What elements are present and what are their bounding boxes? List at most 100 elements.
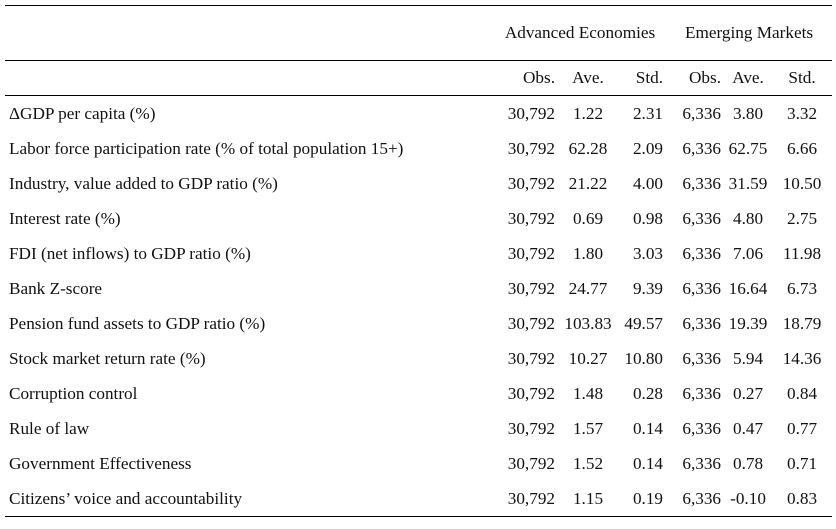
adv-std-cell: 0.19 — [617, 481, 667, 517]
adv-std-cell: 9.39 — [632, 278, 664, 298]
row-label: Bank Z-score — [9, 278, 103, 298]
em-obs-cell: 6,336 — [682, 453, 722, 473]
em-ave-cell: -0.10 — [724, 481, 773, 517]
table-row: ΔGDP per capita (%) 30,792 1.22 2.31 6,3… — [5, 95, 833, 131]
adv-std-cell: 0.14 — [632, 418, 664, 438]
em-obs-cell: 6,336 — [682, 418, 722, 438]
em-std-cell: 6.66 — [786, 138, 818, 158]
adv-obs-cell: 30,792 — [507, 243, 555, 263]
row-label: Rule of law — [9, 418, 90, 438]
column-header-blank — [5, 60, 494, 96]
adv-obs-cell: 30,792 — [507, 418, 555, 438]
row-label: Government Effectiveness — [9, 453, 192, 473]
em-obs-cell: 6,336 — [682, 278, 722, 298]
summary-statistics-table-wrapper: Advanced Economies Emerging Markets Obs.… — [5, 5, 833, 517]
row-label: Citizens’ voice and accountability — [5, 481, 494, 517]
em-obs-cell: 6,336 — [682, 138, 722, 158]
em-std-cell: 2.75 — [786, 208, 818, 228]
em-obs-cell: 6,336 — [666, 95, 725, 131]
summary-statistics-table: Advanced Economies Emerging Markets Obs.… — [5, 5, 833, 517]
adv-ave-cell: 103.83 — [564, 313, 612, 333]
adv-ave-cell: 1.48 — [572, 383, 604, 403]
em-ave-cell: 0.78 — [732, 453, 764, 473]
em-ave-cell: 0.27 — [732, 383, 764, 403]
row-label: FDI (net inflows) to GDP ratio (%) — [9, 243, 251, 263]
em-std-cell: 0.84 — [786, 383, 818, 403]
adv-ave-cell: 0.69 — [572, 208, 604, 228]
adv-obs-cell: 30,792 — [507, 313, 555, 333]
adv-ave-cell: 1.22 — [559, 95, 617, 131]
adv-obs-cell: 30,792 — [507, 173, 555, 193]
em-obs-cell: 6,336 — [682, 348, 722, 368]
em-std-cell: 11.98 — [783, 243, 822, 263]
table-row: Stock market return rate (%) 30,792 10.2… — [5, 341, 832, 376]
column-header-adv-obs: Obs. — [494, 60, 559, 96]
row-label: Corruption control — [9, 383, 138, 403]
adv-std-cell: 0.14 — [632, 453, 664, 473]
em-ave-cell: 3.80 — [724, 95, 773, 131]
adv-obs-cell: 30,792 — [507, 453, 555, 473]
adv-obs-cell: 30,792 — [494, 481, 559, 517]
em-std-cell: 3.32 — [772, 95, 833, 131]
em-obs-cell: 6,336 — [682, 383, 722, 403]
em-std-cell: 0.77 — [786, 418, 818, 438]
adv-obs-cell: 30,792 — [507, 348, 555, 368]
em-ave-cell: 5.94 — [732, 348, 764, 368]
adv-ave-cell: 1.57 — [572, 418, 604, 438]
column-header-adv-ave: Ave. — [559, 60, 617, 96]
column-header-em-ave: Ave. — [724, 60, 773, 96]
adv-std-cell: 2.31 — [617, 95, 667, 131]
adv-ave-cell: 1.80 — [572, 243, 604, 263]
adv-obs-cell: 30,792 — [494, 95, 559, 131]
group-header-emerging: Emerging Markets — [666, 5, 833, 61]
em-ave-cell: 0.47 — [732, 418, 764, 438]
adv-std-cell: 4.00 — [632, 173, 664, 193]
em-std-cell: 6.73 — [786, 278, 818, 298]
em-std-cell: 0.71 — [786, 453, 818, 473]
table-row: Labor force participation rate (% of tot… — [5, 131, 832, 166]
column-header-row: Obs. Ave. Std. Obs. Ave. Std. — [5, 60, 833, 96]
table-row: Interest rate (%) 30,792 0.69 0.98 6,336… — [5, 201, 832, 236]
group-header-advanced: Advanced Economies — [494, 5, 667, 61]
adv-ave-cell: 24.77 — [568, 278, 608, 298]
em-std-cell: 18.79 — [782, 313, 822, 333]
row-label: Interest rate (%) — [9, 208, 121, 228]
em-ave-cell: 31.59 — [728, 173, 768, 193]
adv-obs-cell: 30,792 — [507, 278, 555, 298]
em-ave-cell: 19.39 — [728, 313, 768, 333]
adv-std-cell: 10.80 — [624, 348, 664, 368]
em-std-cell: 0.83 — [772, 481, 833, 517]
row-label: Labor force participation rate (% of tot… — [9, 138, 404, 158]
em-obs-cell: 6,336 — [682, 313, 722, 333]
em-obs-cell: 6,336 — [682, 243, 722, 263]
em-ave-cell: 4.80 — [732, 208, 764, 228]
em-std-cell: 10.50 — [782, 173, 822, 193]
column-header-em-std: Std. — [772, 60, 833, 96]
em-std-cell: 14.36 — [782, 348, 822, 368]
table-row: Bank Z-score 30,792 24.77 9.39 6,336 16.… — [5, 271, 832, 306]
table-row: Industry, value added to GDP ratio (%) 3… — [5, 166, 832, 201]
row-label: ΔGDP per capita (%) — [5, 95, 494, 131]
table-row: Rule of law 30,792 1.57 0.14 6,336 0.47 … — [5, 411, 832, 446]
adv-ave-cell: 21.22 — [568, 173, 608, 193]
em-ave-cell: 7.06 — [732, 243, 764, 263]
group-header-blank — [5, 5, 494, 61]
column-header-adv-std: Std. — [617, 60, 667, 96]
row-label: Industry, value added to GDP ratio (%) — [9, 173, 278, 193]
em-obs-cell: 6,336 — [682, 208, 722, 228]
em-obs-cell: 6,336 — [682, 173, 722, 193]
em-ave-cell: 16.64 — [728, 278, 768, 298]
adv-ave-cell: 1.52 — [572, 453, 604, 473]
em-obs-cell: 6,336 — [666, 481, 725, 517]
row-label: Pension fund assets to GDP ratio (%) — [9, 313, 266, 333]
table-row: Pension fund assets to GDP ratio (%) 30,… — [5, 306, 832, 341]
column-header-em-obs: Obs. — [666, 60, 725, 96]
adv-ave-cell: 1.15 — [559, 481, 617, 517]
adv-std-cell: 3.03 — [632, 243, 664, 263]
adv-ave-cell: 10.27 — [568, 348, 608, 368]
table-row: Corruption control 30,792 1.48 0.28 6,33… — [5, 376, 832, 411]
adv-std-cell: 0.98 — [632, 208, 664, 228]
adv-std-cell: 2.09 — [632, 138, 664, 158]
adv-obs-cell: 30,792 — [507, 208, 555, 228]
adv-obs-cell: 30,792 — [507, 383, 555, 403]
